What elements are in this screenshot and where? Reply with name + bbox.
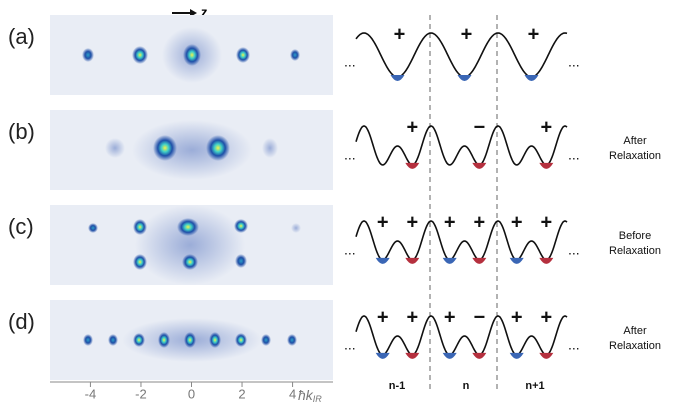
phase-sign: +	[406, 306, 418, 328]
atom-cloud	[133, 333, 145, 347]
atom-cloud	[290, 49, 300, 61]
axis-label: ħkIR	[298, 387, 322, 405]
atom-cloud	[158, 332, 170, 348]
state-note: Relaxation	[609, 150, 661, 162]
well-population	[472, 257, 487, 264]
tick-label: 0	[188, 386, 195, 401]
phase-sign: −	[473, 116, 485, 138]
phase-sign: +	[394, 23, 406, 45]
atom-cloud	[177, 218, 199, 236]
potential-curve	[355, 315, 568, 356]
ellipsis: ...	[568, 242, 580, 258]
atom-cloud	[261, 334, 271, 346]
phase-sign: +	[540, 306, 552, 328]
ellipsis: ...	[568, 147, 580, 163]
atom-cloud	[82, 48, 94, 62]
atom-cloud	[206, 135, 230, 161]
panel-label: (c)	[8, 214, 34, 239]
state-note: After	[623, 325, 647, 337]
atom-cloud	[262, 138, 278, 158]
atom-cloud	[153, 135, 177, 161]
atom-cloud	[235, 333, 247, 347]
phase-sign: +	[461, 23, 473, 45]
atom-cloud	[88, 223, 98, 233]
atom-cloud	[133, 254, 147, 270]
well-population	[375, 352, 390, 359]
panel-label: (a)	[8, 24, 35, 49]
phase-sign: +	[511, 211, 523, 233]
state-note: Relaxation	[609, 245, 661, 257]
site-label: n+1	[525, 380, 544, 392]
well-population	[405, 352, 420, 359]
ellipsis: ...	[344, 147, 356, 163]
state-note: After	[623, 135, 647, 147]
potential-curve	[355, 125, 568, 166]
well-population	[509, 257, 524, 264]
atom-cloud	[182, 254, 198, 270]
tick-label: 4	[289, 386, 296, 401]
phase-sign: +	[377, 306, 389, 328]
well-population	[472, 352, 487, 359]
phase-sign: +	[473, 211, 485, 233]
state-note: Before	[619, 230, 651, 242]
well-population	[390, 75, 405, 81]
well-population	[375, 257, 390, 264]
atom-cloud	[132, 46, 148, 64]
atom-cloud	[209, 332, 221, 348]
phase-sign: +	[406, 116, 418, 138]
well-population	[442, 352, 457, 359]
phase-sign: +	[540, 211, 552, 233]
atom-cloud	[287, 334, 297, 346]
atom-cloud	[235, 254, 247, 268]
tick-label: -2	[135, 386, 147, 401]
phase-sign: +	[540, 116, 552, 138]
atom-cloud	[83, 334, 93, 346]
well-population	[405, 257, 420, 264]
atom-cloud	[183, 44, 201, 66]
tick-label: 2	[238, 386, 245, 401]
atom-cloud	[105, 138, 125, 158]
well-population	[405, 162, 420, 169]
well-population	[509, 352, 524, 359]
panel-label: (b)	[8, 119, 35, 144]
well-population	[472, 162, 487, 169]
tick-label: -4	[85, 386, 97, 401]
phase-sign: −	[473, 306, 485, 328]
phase-sign: +	[528, 23, 540, 45]
phase-sign: +	[444, 306, 456, 328]
phase-sign: +	[511, 306, 523, 328]
atom-cloud	[132, 120, 252, 180]
site-label: n	[463, 380, 470, 392]
phase-sign: +	[406, 211, 418, 233]
well-population	[457, 75, 472, 81]
atom-cloud	[236, 47, 250, 63]
phase-sign: +	[377, 211, 389, 233]
direction-label: z	[201, 4, 208, 19]
ellipsis: ...	[568, 337, 580, 353]
potential-curve	[355, 220, 568, 261]
atom-cloud	[184, 332, 196, 348]
atom-cloud	[291, 223, 301, 233]
phase-sign: +	[444, 211, 456, 233]
atom-cloud	[234, 219, 248, 233]
ellipsis: ...	[344, 242, 356, 258]
atom-cloud	[135, 205, 245, 285]
site-label: n-1	[389, 380, 406, 392]
atom-cloud	[133, 219, 147, 235]
state-note: Relaxation	[609, 340, 661, 352]
well-population	[539, 352, 554, 359]
ellipsis: ...	[344, 54, 356, 70]
axis-label-sub: IR	[313, 394, 323, 404]
ellipsis: ...	[568, 54, 580, 70]
axis-label-main: ħk	[298, 387, 314, 403]
well-population	[539, 257, 554, 264]
well-population	[442, 257, 457, 264]
well-population	[539, 162, 554, 169]
panel-label: (d)	[8, 309, 35, 334]
well-population	[524, 75, 539, 81]
atom-cloud	[108, 334, 118, 346]
ellipsis: ...	[344, 337, 356, 353]
